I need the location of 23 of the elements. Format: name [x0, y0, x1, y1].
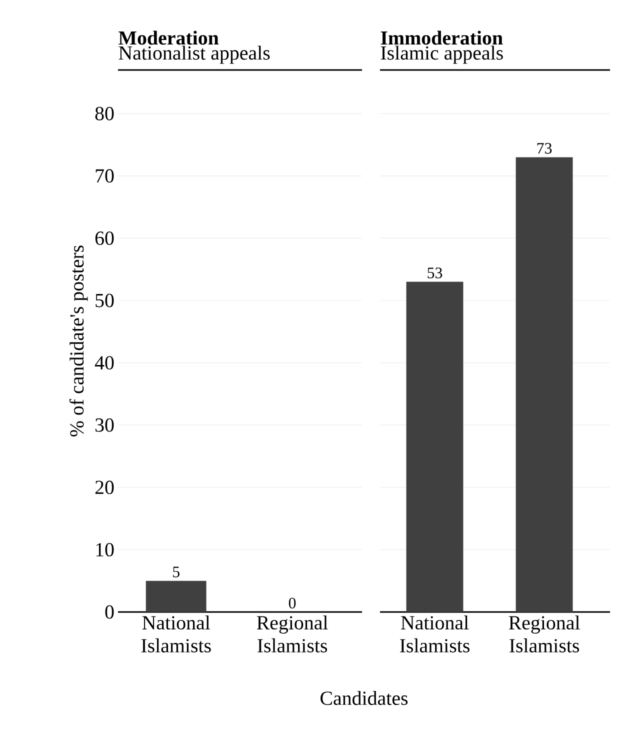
x-tick-label: National Islamists [141, 616, 211, 652]
x-tick-label: Regional Islamists [256, 616, 328, 652]
chart-subtitle: Nationalist appeals [118, 46, 270, 64]
chart-title: Immoderation [380, 30, 503, 45]
y-tick-label: 80 [95, 106, 114, 120]
x-axis-title: Candidates [320, 690, 408, 705]
data-label: 0 [288, 598, 296, 608]
data-label: 53 [428, 268, 442, 278]
y-axis-title: % of candidate's posters [69, 246, 88, 436]
y-tick-label: 10 [96, 542, 114, 556]
data-label: 73 [537, 142, 552, 154]
y-tick-label: 0 [105, 605, 114, 619]
y-tick-label: 40 [94, 356, 114, 370]
x-tick-label: Regional Islamists [508, 616, 580, 652]
y-tick-label: 20 [95, 480, 114, 494]
y-tick-label: 70 [96, 169, 114, 183]
y-tick-label: 30 [96, 418, 114, 432]
data-label: 5 [173, 566, 180, 578]
x-tick-label: National Islamists [400, 616, 470, 652]
chart-title: Moderation [118, 30, 219, 45]
y-tick-label: 60 [95, 231, 114, 245]
chart-subtitle: Islamic appeals [380, 46, 503, 64]
y-tick-label: 50 [96, 294, 114, 308]
